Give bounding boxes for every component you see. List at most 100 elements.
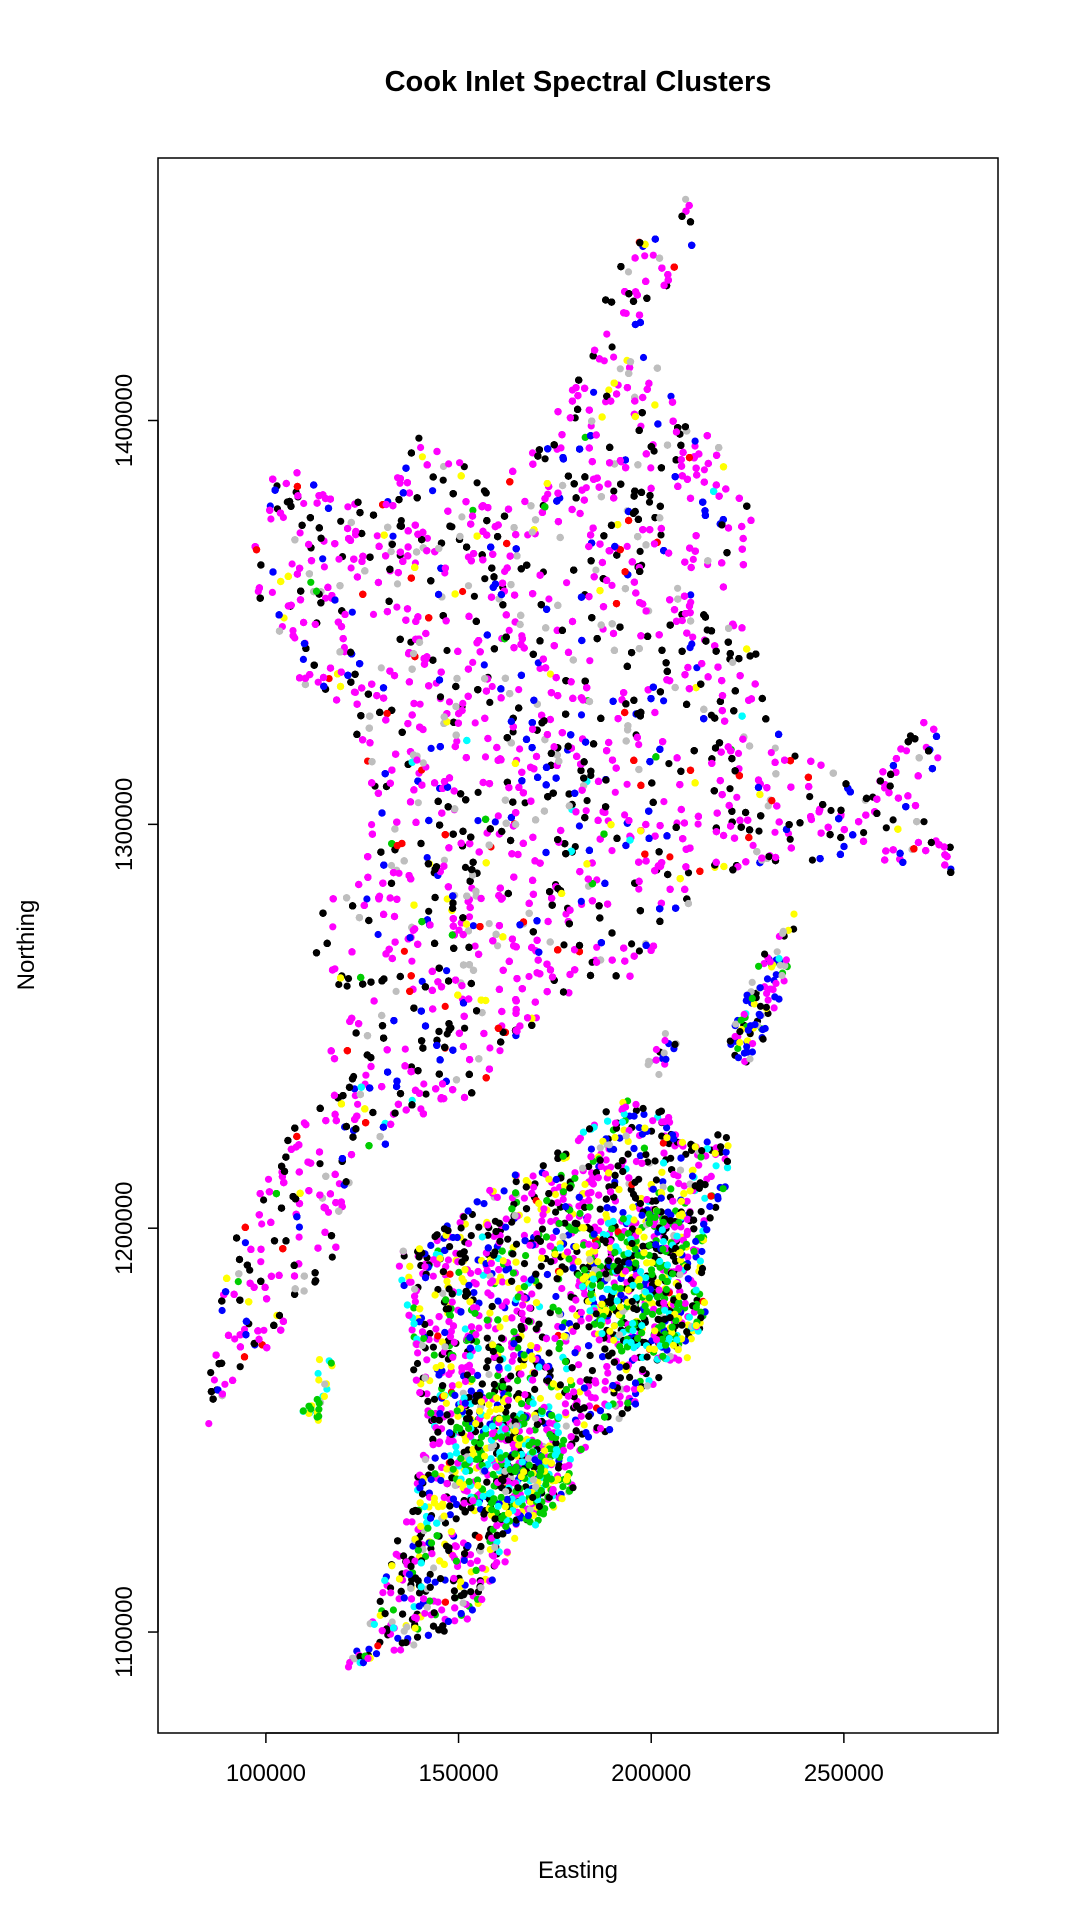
cluster-points xyxy=(205,195,955,1671)
data-point xyxy=(328,1253,336,1261)
data-point xyxy=(474,788,482,797)
data-point xyxy=(536,664,544,673)
data-point xyxy=(260,1196,268,1204)
data-point xyxy=(666,853,674,861)
data-point xyxy=(660,798,668,806)
data-point xyxy=(393,580,402,588)
data-point xyxy=(458,513,466,521)
data-point xyxy=(608,343,616,351)
data-point xyxy=(469,506,477,514)
data-point xyxy=(300,499,308,508)
data-point xyxy=(445,460,453,468)
data-point xyxy=(560,941,568,949)
data-point xyxy=(443,646,451,655)
data-point xyxy=(420,1080,428,1088)
data-point xyxy=(860,829,868,837)
data-point xyxy=(236,1363,244,1371)
data-point xyxy=(329,923,337,931)
data-point xyxy=(635,885,643,893)
data-point xyxy=(415,434,423,442)
data-point xyxy=(350,688,358,696)
data-point xyxy=(470,592,478,600)
data-point xyxy=(344,975,353,983)
data-point xyxy=(344,503,352,511)
data-point xyxy=(649,251,657,259)
data-point xyxy=(461,863,470,872)
data-point xyxy=(581,433,589,441)
data-point xyxy=(335,555,343,563)
data-point xyxy=(505,626,513,635)
data-point xyxy=(443,895,451,903)
data-point xyxy=(726,785,734,793)
data-point xyxy=(610,487,618,495)
data-point xyxy=(660,697,668,705)
data-point xyxy=(623,780,631,788)
data-point xyxy=(700,466,709,474)
data-point xyxy=(459,699,467,708)
data-point xyxy=(268,588,276,597)
data-point xyxy=(786,835,794,843)
data-point xyxy=(693,664,701,672)
data-point xyxy=(343,982,351,990)
data-point xyxy=(373,532,381,540)
data-point xyxy=(257,1258,265,1266)
data-point xyxy=(231,1335,239,1343)
data-point xyxy=(418,453,426,461)
data-point xyxy=(429,487,437,495)
data-point xyxy=(439,476,447,484)
data-point xyxy=(408,957,416,965)
data-point xyxy=(314,678,322,686)
data-point xyxy=(734,749,743,758)
data-point xyxy=(636,547,644,556)
data-point xyxy=(296,529,304,537)
data-point xyxy=(491,818,499,826)
data-point xyxy=(516,745,524,753)
data-point xyxy=(806,793,814,801)
data-point xyxy=(674,584,682,592)
data-point xyxy=(767,749,775,757)
data-point xyxy=(486,1044,494,1052)
data-point xyxy=(258,1220,266,1228)
data-point xyxy=(733,793,741,801)
data-point xyxy=(319,555,327,563)
data-point xyxy=(639,353,648,362)
data-point xyxy=(583,797,591,805)
data-point xyxy=(377,664,385,672)
data-point xyxy=(481,575,489,583)
data-point xyxy=(635,741,643,749)
data-point xyxy=(496,1047,504,1055)
data-point xyxy=(494,942,502,950)
data-point xyxy=(582,807,590,815)
data-point xyxy=(445,698,454,706)
data-point xyxy=(264,1175,273,1183)
data-point xyxy=(474,817,482,825)
data-point xyxy=(494,812,502,820)
data-point xyxy=(525,972,533,981)
data-point xyxy=(509,728,517,736)
data-point xyxy=(577,711,586,719)
data-point xyxy=(590,388,598,396)
data-point xyxy=(647,464,655,472)
data-point xyxy=(459,587,467,596)
data-point xyxy=(641,252,649,260)
data-point xyxy=(422,1090,430,1098)
data-point xyxy=(369,610,378,619)
data-point xyxy=(603,330,611,338)
data-point xyxy=(486,698,494,707)
data-point xyxy=(645,498,654,506)
data-point xyxy=(389,532,397,540)
data-point xyxy=(295,1223,303,1231)
data-point xyxy=(689,555,697,564)
data-point xyxy=(392,987,400,996)
data-point xyxy=(205,1420,213,1428)
data-point xyxy=(395,869,403,877)
data-point xyxy=(456,459,464,467)
data-point xyxy=(667,392,675,400)
data-point xyxy=(534,659,542,667)
data-point xyxy=(586,657,594,665)
data-point xyxy=(234,1278,242,1286)
data-point xyxy=(471,942,479,950)
data-point xyxy=(441,1002,449,1011)
data-point xyxy=(221,1380,229,1388)
